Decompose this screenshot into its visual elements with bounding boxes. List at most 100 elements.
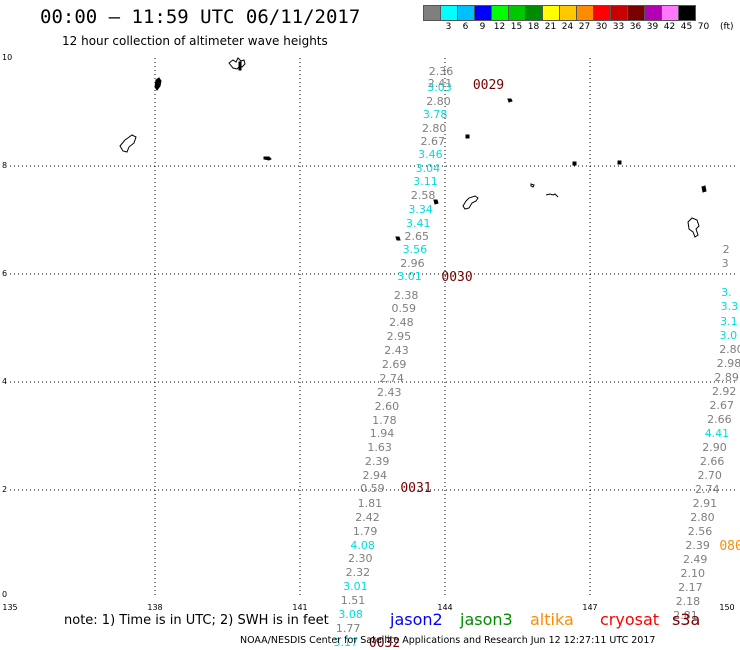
wave-height-value: 2.94 bbox=[362, 469, 388, 481]
island-outline bbox=[395, 236, 401, 241]
island-outline bbox=[263, 156, 272, 161]
wave-height-value: 2.69 bbox=[381, 358, 407, 370]
island-outline bbox=[507, 98, 513, 103]
wave-height-value: 4.08 bbox=[350, 540, 375, 552]
wave-height-value: 3.78 bbox=[422, 109, 448, 121]
wave-height-value: 2.43 bbox=[377, 386, 402, 398]
footer-note: note: 1) Time is in UTC; 2) SWH is in fe… bbox=[64, 613, 329, 628]
wave-height-value: 3.34 bbox=[408, 204, 433, 216]
wave-height-value: 2.80 bbox=[421, 123, 447, 135]
wave-height-value: 3.41 bbox=[406, 218, 431, 230]
colorbar-label: 15 bbox=[510, 22, 523, 32]
satellite-jason2: jason2 bbox=[390, 610, 443, 629]
wave-height-value: 3.3 bbox=[720, 301, 739, 313]
wave-height-value: 2.74 bbox=[695, 484, 720, 495]
island-outline bbox=[530, 183, 535, 188]
wave-height-value: 3.08 bbox=[338, 609, 363, 621]
colorbar-label: 45 bbox=[680, 22, 693, 32]
coastlines bbox=[119, 57, 707, 241]
wave-height-value: 3.0 bbox=[719, 329, 738, 341]
wave-height-value: 2.39 bbox=[685, 540, 710, 552]
island-outline bbox=[617, 160, 622, 165]
wave-height-value: 2.80 bbox=[690, 512, 715, 524]
credit-line: NOAA/NESDIS Center for Satellite Applica… bbox=[240, 635, 656, 646]
island-outline bbox=[545, 193, 559, 198]
wave-height-value: 2.49 bbox=[682, 554, 708, 566]
island-outline bbox=[238, 61, 242, 71]
wave-height-value: 2.66 bbox=[707, 413, 732, 425]
wave-height-value: 3.11 bbox=[413, 176, 438, 188]
y-tick-label: 10 bbox=[2, 53, 13, 62]
wave-height-value: 2.66 bbox=[699, 455, 725, 467]
wave-height-value: 2.48 bbox=[389, 316, 414, 328]
wave-height-value: 2.56 bbox=[687, 526, 713, 538]
colorbar-label: 36 bbox=[629, 22, 642, 32]
wave-height-value: 2.96 bbox=[400, 258, 425, 270]
colorbar-label: 6 bbox=[462, 22, 469, 32]
colorbar-unit: (ft) bbox=[720, 22, 734, 32]
colorbar-label: 33 bbox=[612, 22, 625, 32]
wave-height-value: 2.67 bbox=[420, 136, 446, 148]
x-tick-label: 144 bbox=[437, 603, 453, 612]
colorbar-label: 27 bbox=[578, 22, 591, 32]
island-outline bbox=[119, 134, 137, 153]
colorbar-label: 12 bbox=[493, 22, 506, 32]
x-tick-label: 147 bbox=[582, 603, 598, 612]
y-tick-label: 4 bbox=[2, 377, 8, 386]
wave-height-value: 2.65 bbox=[404, 231, 430, 243]
wave-height-value: 3.1 bbox=[720, 315, 738, 327]
wave-height-value: 2.92 bbox=[711, 385, 737, 397]
pass-time-label: 0032 bbox=[368, 637, 401, 650]
satellite-cryosat: cryosat bbox=[600, 610, 660, 629]
wave-height-value: 3.17 bbox=[333, 637, 359, 649]
wave-height-value: 2.80 bbox=[719, 343, 740, 355]
wave-height-value: 1.94 bbox=[369, 427, 395, 439]
satellite-jason3: jason3 bbox=[460, 610, 513, 629]
wave-height-value: 2.81 bbox=[673, 610, 698, 622]
wave-height-value: 2.70 bbox=[697, 469, 722, 481]
wave-height-value: 2.30 bbox=[348, 553, 373, 565]
wave-height-value: 1.63 bbox=[367, 441, 392, 453]
wave-height-value: 0.59 bbox=[360, 482, 385, 494]
wave-height-value: 2 bbox=[722, 244, 730, 256]
wave-height-value: 2.36 bbox=[428, 65, 454, 77]
wave-height-value: 3. bbox=[721, 287, 732, 299]
wave-height-value: 2.39 bbox=[364, 455, 390, 467]
wave-height-value: 1.77 bbox=[335, 623, 361, 635]
wave-height-value: 2.90 bbox=[702, 441, 727, 453]
wave-height-value: 3.46 bbox=[418, 149, 443, 161]
wave-height-value: 2.67 bbox=[709, 399, 735, 411]
satellite-altika: altika bbox=[530, 610, 574, 629]
wave-height-value: 3.04 bbox=[415, 163, 441, 175]
wave-height-value: 3.03 bbox=[427, 82, 452, 94]
wave-height-value: 2.32 bbox=[345, 567, 371, 579]
wave-height-value: 2.60 bbox=[374, 400, 400, 412]
x-tick-label: 135 bbox=[2, 603, 18, 612]
colorbar-swatch bbox=[678, 5, 696, 21]
wave-height-value: 1.81 bbox=[357, 498, 383, 510]
wave-height-value: 2.98 bbox=[716, 357, 740, 369]
island-outline bbox=[701, 185, 707, 193]
wave-height-value: 2.91 bbox=[692, 498, 718, 510]
wave-height-value: 2.58 bbox=[410, 190, 436, 202]
wave-height-value: 0.59 bbox=[391, 302, 417, 314]
wave-height-value: 2.18 bbox=[675, 596, 701, 608]
wave-height-value: 2.38 bbox=[393, 289, 419, 301]
x-tick-label: 138 bbox=[147, 603, 163, 612]
pass-time-label: 0030 bbox=[441, 271, 473, 285]
wave-height-value: 3.01 bbox=[343, 581, 368, 593]
colorbar-label: 70 bbox=[697, 22, 710, 32]
satellite-s3a: s3a bbox=[672, 610, 701, 629]
colorbar-label: 3 bbox=[445, 22, 452, 32]
y-tick-label: 8 bbox=[2, 161, 8, 170]
island-outline bbox=[462, 195, 479, 210]
wave-height-value: 2.42 bbox=[355, 512, 380, 524]
colorbar-label: 30 bbox=[595, 22, 608, 32]
pass-time-label: 0029 bbox=[472, 79, 505, 92]
pass-time-label: 080 bbox=[719, 540, 740, 554]
colorbar bbox=[423, 5, 696, 21]
page-title: 00:00 – 11:59 UTC 06/11/2017 bbox=[40, 6, 361, 28]
wave-height-value: 2.80 bbox=[426, 96, 451, 108]
colorbar-label: 9 bbox=[479, 22, 486, 32]
